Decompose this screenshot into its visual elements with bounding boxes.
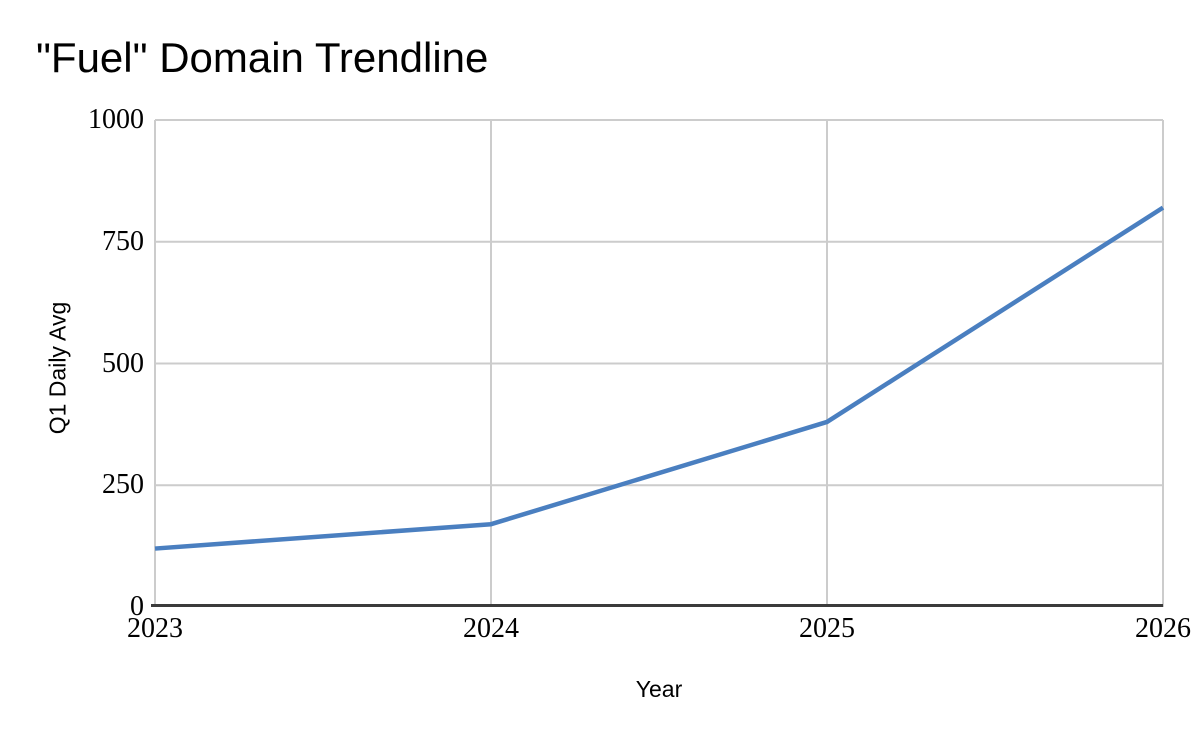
- x-axis-title: Year: [635, 676, 683, 702]
- plot-area: [151, 119, 1165, 607]
- y-tick-label: 250: [102, 469, 144, 501]
- y-tick-label: 0: [130, 591, 144, 622]
- y-tick-label: 1000: [88, 104, 144, 135]
- y-tick-label: 750: [102, 225, 144, 257]
- chart-title: "Fuel" Domain Trendline: [36, 34, 489, 81]
- y-tick-label: 500: [102, 347, 144, 379]
- x-tick-label: 2026: [1135, 613, 1191, 644]
- x-tick-label: 2025: [799, 613, 855, 644]
- x-tick-label: 2024: [463, 613, 519, 644]
- x-tick-label: 2023: [127, 613, 183, 644]
- trend-line-series: [154, 205, 1165, 551]
